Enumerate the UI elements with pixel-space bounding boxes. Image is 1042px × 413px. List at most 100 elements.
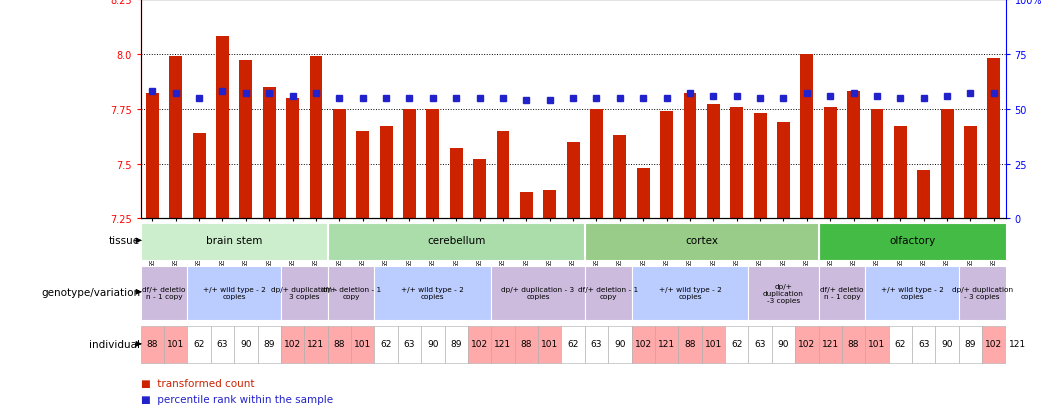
- Bar: [730, 107, 743, 219]
- Text: 88: 88: [147, 339, 158, 349]
- Bar: [351, 326, 374, 363]
- Text: 101: 101: [868, 339, 886, 349]
- Text: 63: 63: [217, 339, 228, 349]
- Bar: [188, 326, 210, 363]
- Bar: [585, 223, 819, 260]
- Bar: [491, 326, 515, 363]
- Bar: [661, 112, 673, 219]
- Bar: [631, 326, 655, 363]
- Bar: [894, 127, 907, 219]
- Bar: [543, 190, 556, 219]
- Text: dp/+ duplication - 3
copies: dp/+ duplication - 3 copies: [501, 287, 574, 300]
- Bar: [725, 326, 748, 363]
- Text: dp/+ duplication
- 3 copies: dp/+ duplication - 3 copies: [951, 287, 1013, 300]
- Text: df/+ deletio
n - 1 copy: df/+ deletio n - 1 copy: [143, 287, 185, 300]
- Bar: [912, 326, 936, 363]
- Text: +/+ wild type - 2
copies: +/+ wild type - 2 copies: [659, 287, 721, 300]
- Text: cortex: cortex: [686, 236, 718, 246]
- Text: 121: 121: [1009, 339, 1025, 349]
- Bar: [216, 37, 229, 219]
- Bar: [609, 326, 631, 363]
- Bar: [567, 142, 579, 219]
- Bar: [263, 88, 276, 219]
- Bar: [327, 223, 585, 260]
- Bar: [655, 326, 678, 363]
- Text: 62: 62: [568, 339, 578, 349]
- Text: +/+ wild type - 2
copies: +/+ wild type - 2 copies: [401, 287, 465, 300]
- Bar: [421, 326, 445, 363]
- Bar: [240, 61, 252, 219]
- Bar: [445, 326, 468, 363]
- Text: 90: 90: [614, 339, 625, 349]
- Text: dp/+
duplication
-3 copies: dp/+ duplication -3 copies: [763, 283, 804, 303]
- Text: dp/+ duplication -
3 copies: dp/+ duplication - 3 copies: [271, 287, 338, 300]
- Bar: [637, 169, 649, 219]
- Bar: [538, 326, 562, 363]
- Bar: [327, 326, 351, 363]
- Bar: [684, 94, 696, 219]
- Text: ■  transformed count: ■ transformed count: [141, 378, 254, 388]
- Bar: [520, 192, 532, 219]
- Bar: [304, 326, 327, 363]
- Bar: [748, 266, 819, 320]
- Text: 101: 101: [541, 339, 559, 349]
- Text: 62: 62: [895, 339, 907, 349]
- Text: genotype/variation: genotype/variation: [41, 287, 141, 297]
- Text: 90: 90: [777, 339, 789, 349]
- Bar: [287, 99, 299, 219]
- Text: 62: 62: [194, 339, 205, 349]
- Bar: [281, 326, 304, 363]
- Bar: [959, 326, 983, 363]
- Text: 88: 88: [333, 339, 345, 349]
- Bar: [748, 326, 772, 363]
- Bar: [917, 171, 931, 219]
- Bar: [614, 136, 626, 219]
- Text: 63: 63: [754, 339, 766, 349]
- Bar: [403, 109, 416, 219]
- Bar: [824, 107, 837, 219]
- Bar: [941, 109, 953, 219]
- Bar: [772, 326, 795, 363]
- Bar: [257, 326, 281, 363]
- Bar: [398, 326, 421, 363]
- Text: brain stem: brain stem: [206, 236, 263, 246]
- Text: 102: 102: [635, 339, 652, 349]
- Bar: [701, 326, 725, 363]
- Bar: [865, 266, 959, 320]
- Text: 102: 102: [471, 339, 488, 349]
- Bar: [234, 326, 257, 363]
- Bar: [193, 133, 205, 219]
- Text: 102: 102: [284, 339, 301, 349]
- Bar: [450, 149, 463, 219]
- Text: 88: 88: [685, 339, 696, 349]
- Bar: [141, 266, 188, 320]
- Text: 89: 89: [450, 339, 462, 349]
- Bar: [141, 326, 164, 363]
- Bar: [585, 266, 631, 320]
- Text: 121: 121: [494, 339, 512, 349]
- Text: 101: 101: [167, 339, 184, 349]
- Text: df/+ deletion - 1
copy: df/+ deletion - 1 copy: [578, 287, 639, 300]
- Bar: [842, 326, 865, 363]
- Bar: [374, 326, 398, 363]
- Bar: [473, 160, 486, 219]
- Bar: [983, 326, 1006, 363]
- Text: 90: 90: [427, 339, 439, 349]
- Bar: [309, 57, 322, 219]
- Bar: [379, 127, 393, 219]
- Bar: [819, 326, 842, 363]
- Text: 121: 121: [307, 339, 324, 349]
- Text: 63: 63: [591, 339, 602, 349]
- Text: 102: 102: [798, 339, 816, 349]
- Bar: [356, 131, 369, 219]
- Bar: [936, 326, 959, 363]
- Bar: [590, 109, 603, 219]
- Text: 102: 102: [986, 339, 1002, 349]
- Bar: [327, 266, 374, 320]
- Bar: [491, 266, 585, 320]
- Bar: [426, 109, 440, 219]
- Text: 101: 101: [354, 339, 371, 349]
- Bar: [819, 266, 865, 320]
- Bar: [819, 223, 1006, 260]
- Bar: [706, 105, 720, 219]
